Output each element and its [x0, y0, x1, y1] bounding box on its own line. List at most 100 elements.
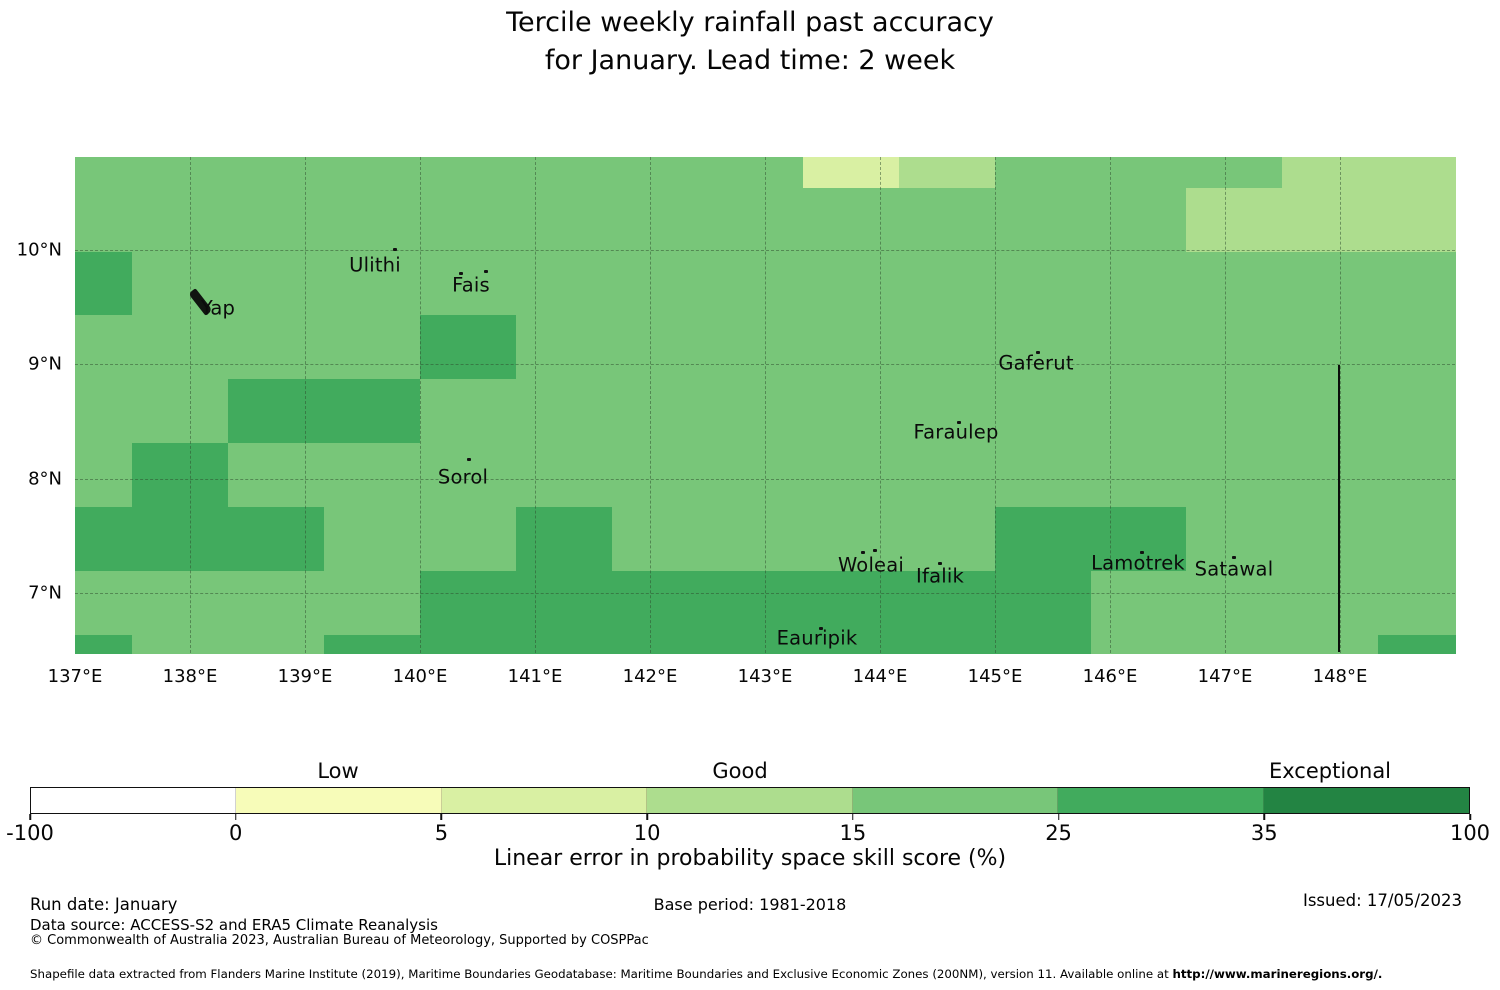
grid-cell [612, 315, 708, 380]
grid-cell [707, 507, 804, 572]
grid-cell [75, 635, 133, 654]
colorbar-tick [1057, 814, 1060, 820]
grid-cell [132, 315, 229, 380]
graticule-line [75, 364, 1455, 366]
grid-cell [1091, 635, 1187, 654]
colorbar-tick [29, 814, 31, 820]
island-label-satawal: Satawal [1194, 557, 1274, 581]
x-tick-label: 138°E [162, 666, 218, 687]
grid-cell [132, 188, 229, 253]
grid-cell [324, 571, 421, 636]
grid-cell [1282, 157, 1379, 189]
grid-cell [899, 315, 996, 380]
grid-cell [228, 635, 325, 654]
grid-cell [132, 157, 229, 189]
island-dot [1036, 351, 1040, 354]
grid-cell [75, 188, 133, 253]
graticule-line [75, 250, 1455, 251]
x-tick-label: 142°E [622, 666, 678, 687]
island-label-eauripik: Eauripik [776, 626, 858, 650]
grid-cell [75, 443, 133, 508]
grid-cell [228, 507, 325, 572]
island-dot [938, 562, 942, 565]
grid-cell [75, 507, 133, 572]
grid-cell [995, 252, 1092, 316]
grid-cell [612, 635, 708, 654]
grid-cell [516, 315, 613, 380]
grid-cell [132, 507, 229, 572]
grid-cell [75, 252, 133, 316]
grid-cell [612, 252, 708, 316]
grid-cell [516, 379, 613, 444]
grid-cell [707, 571, 804, 636]
grid-cell [1378, 443, 1456, 508]
figure-title-line1: Tercile weekly rainfall past accuracy [506, 7, 994, 38]
colorbar-segment [1058, 788, 1264, 813]
grid-cell [803, 507, 900, 572]
island-label-faraulep: Faraulep [913, 420, 999, 444]
grid-cell [1186, 315, 1283, 380]
grid-cell [1378, 157, 1456, 189]
grid-cell [1282, 507, 1379, 572]
grid-cell [612, 157, 708, 189]
grid-cell [516, 157, 613, 189]
island-label-sorol: Sorol [437, 465, 489, 489]
grid-cell [899, 571, 996, 636]
graticule-line [765, 157, 766, 653]
grid-cell [899, 379, 996, 444]
grid-cell [420, 443, 517, 508]
colorbar-tick-label: 10 [633, 821, 661, 845]
shapefile-text: Shapefile data extracted from Flanders M… [30, 967, 1173, 981]
grid-cell [228, 157, 325, 189]
grid-cell [803, 315, 900, 380]
grid-cell [1282, 379, 1379, 444]
island-label-yap: Yap [200, 296, 236, 320]
y-tick-label: 7°N [28, 582, 62, 604]
grid-cell [1378, 571, 1456, 636]
graticule-line [535, 157, 536, 653]
colorbar-tick-label: 0 [229, 821, 243, 845]
grid-cell [1282, 443, 1379, 508]
grid-cell [995, 379, 1092, 444]
grid-cell [612, 507, 708, 572]
grid-cell [516, 507, 613, 572]
island-label-ifalik: Ifalik [916, 564, 964, 588]
grid-cell [1282, 571, 1379, 636]
grid-cell [228, 315, 325, 380]
colorbar-region-label-exceptional: Exceptional [1268, 759, 1392, 783]
grid-cell [1378, 379, 1456, 444]
footer-base-period: Base period: 1981-2018 [653, 895, 847, 914]
grid-cell [899, 157, 996, 189]
x-tick-label: 141°E [507, 666, 563, 687]
footer-data-source: Data source: ACCESS-S2 and ERA5 Climate … [30, 916, 438, 934]
x-tick-label: 148°E [1312, 666, 1368, 687]
grid-cell [1091, 443, 1187, 508]
colorbar-region-label-low: Low [317, 759, 359, 783]
grid-cell [228, 188, 325, 253]
graticule-line [420, 157, 421, 653]
island-dot [861, 551, 865, 554]
grid-cell [707, 635, 804, 654]
grid-cell [324, 315, 421, 380]
colorbar-tick-label: 15 [839, 821, 867, 845]
graticule-line [305, 157, 306, 653]
grid-cell [612, 443, 708, 508]
grid-cell [1091, 157, 1187, 189]
colorbar-region-label-good: Good [712, 759, 768, 783]
colorbar-segment [647, 788, 853, 813]
grid-cell [612, 571, 708, 636]
grid-cell [324, 379, 421, 444]
y-tick-label: 9°N [28, 353, 62, 375]
colorbar-tick-label: 100 [1449, 821, 1491, 845]
grid-cell [516, 252, 613, 316]
grid-cell [707, 315, 804, 380]
shapefile-url: http://www.marineregions.org/. [1172, 967, 1383, 981]
grid-cell [324, 157, 421, 189]
graticule-line [1110, 157, 1111, 653]
x-tick-label: 144°E [852, 666, 908, 687]
graticule-line [650, 157, 651, 653]
x-tick-label: 145°E [967, 666, 1023, 687]
grid-cell [1186, 157, 1283, 189]
grid-cell [995, 315, 1092, 380]
grid-cell [1186, 507, 1283, 572]
